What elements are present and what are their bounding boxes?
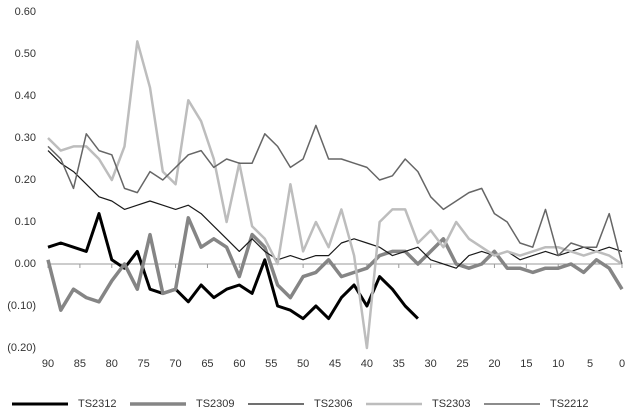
x-tick-label: 20 [488,358,500,370]
y-tick-label: 0.60 [15,6,36,18]
x-tick-label: 90 [42,358,54,370]
series-line [47,124,623,265]
x-tick-label: 75 [138,358,150,370]
y-tick-label: 0.20 [15,174,36,186]
y-tick-label: 0.40 [15,90,36,102]
x-tick-label: 10 [552,358,564,370]
series-line [47,150,623,269]
y-tick-label: 0.00 [15,258,36,270]
y-tick-label: (0.10) [7,300,36,312]
series-line [46,216,624,312]
legend-label: TS2303 [432,398,471,410]
y-tick-label: 0.50 [15,48,36,60]
y-tick-label: 0.30 [15,132,36,144]
x-tick-label: 25 [456,358,468,370]
x-tick-label: 35 [393,358,405,370]
x-tick-label: 0 [619,358,625,370]
x-tick-label: 5 [587,358,593,370]
x-tick-label: 40 [361,358,373,370]
series-line [47,212,419,321]
x-tick-label: 50 [297,358,309,370]
y-tick-label: (0.20) [7,342,36,354]
y-tick-label: 0.10 [15,216,36,228]
legend-label: TS2212 [550,398,589,410]
x-tick-label: 85 [74,358,86,370]
legend-label: TS2309 [196,398,235,410]
series-line [47,40,623,350]
x-tick-label: 45 [329,358,341,370]
x-tick-label: 15 [520,358,532,370]
x-tick-label: 65 [201,358,213,370]
x-tick-label: 80 [106,358,118,370]
x-tick-label: 70 [169,358,181,370]
legend-label: TS2312 [78,398,117,410]
x-tick-label: 60 [233,358,245,370]
legend-label: TS2306 [314,398,353,410]
x-tick-label: 55 [265,358,277,370]
x-tick-label: 30 [425,358,437,370]
